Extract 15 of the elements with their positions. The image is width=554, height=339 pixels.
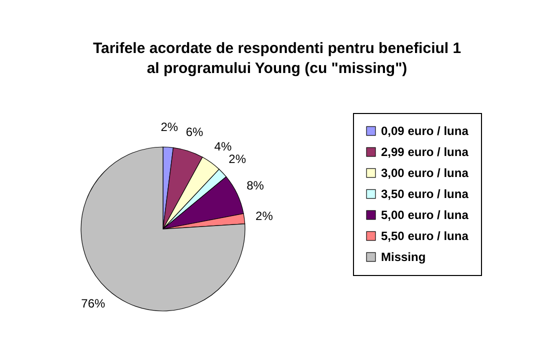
chart-title: Tarifele acordate de respondenti pentru beneficiul 1 al programului Young (cu "missing") bbox=[92, 40, 462, 77]
legend-label: 5,00 euro / luna bbox=[381, 208, 469, 222]
legend-label: 2,99 euro / luna bbox=[381, 145, 469, 159]
legend-label: 3,50 euro / luna bbox=[381, 187, 469, 201]
data-label: 4% bbox=[214, 139, 232, 154]
data-label: 76% bbox=[81, 296, 106, 310]
legend-label: 0,09 euro / luna bbox=[381, 124, 469, 138]
data-label: 6% bbox=[186, 124, 204, 139]
data-label: 8% bbox=[246, 178, 264, 193]
data-label: 2% bbox=[256, 209, 274, 224]
data-label: 2% bbox=[228, 152, 246, 166]
legend-label: 5,50 euro / luna bbox=[381, 229, 469, 243]
legend-label: Missing bbox=[381, 250, 426, 264]
data-label: 2% bbox=[160, 120, 178, 134]
legend-label: 3,00 euro / luna bbox=[381, 166, 469, 180]
